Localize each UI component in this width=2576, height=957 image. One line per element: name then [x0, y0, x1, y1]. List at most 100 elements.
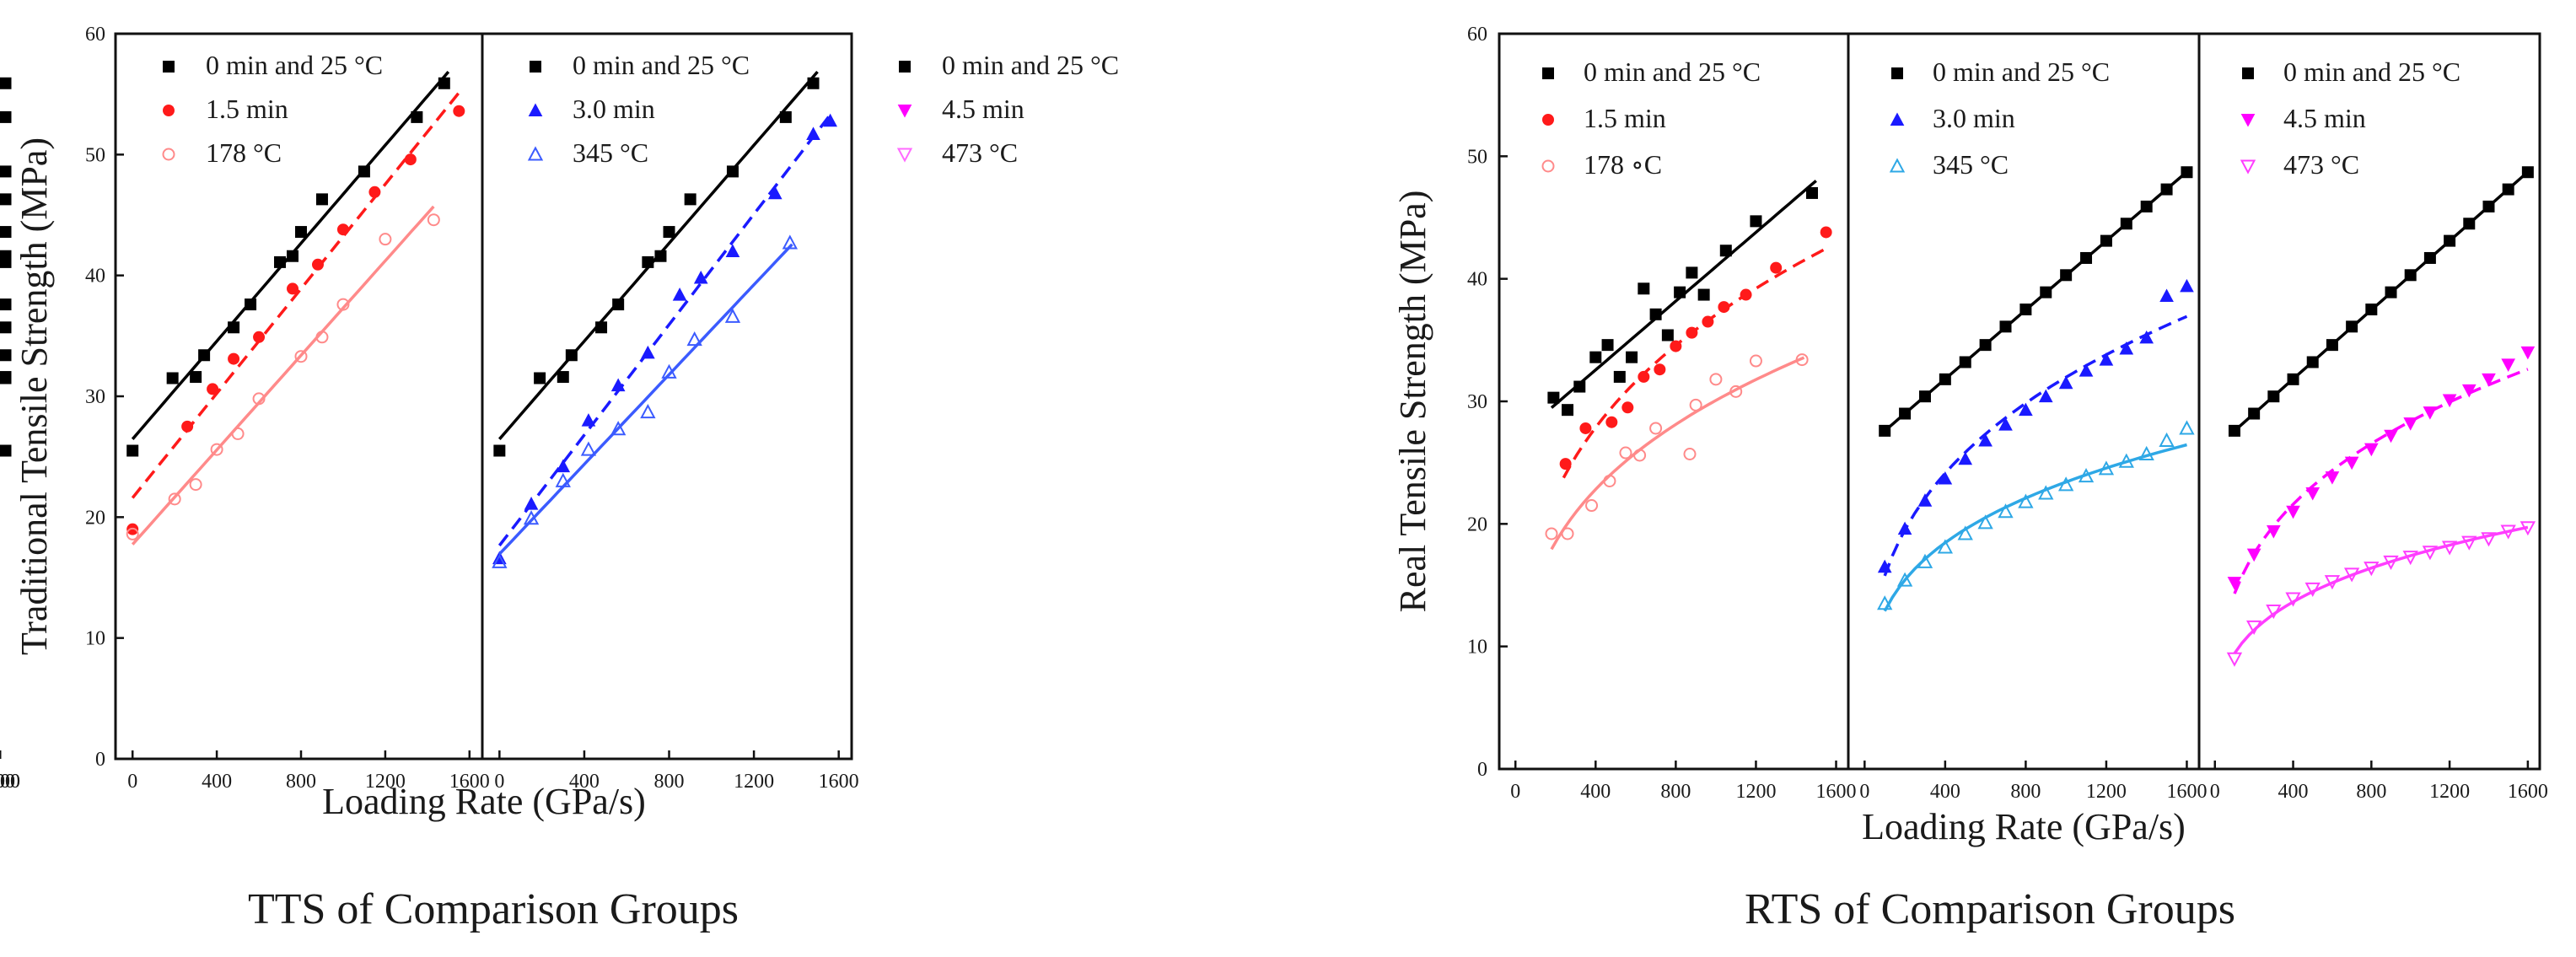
- x-tick-label: 400: [569, 771, 600, 793]
- data-point: [641, 345, 655, 359]
- fit-line: [497, 110, 834, 547]
- data-point: [1638, 282, 1650, 295]
- data-point: [610, 378, 626, 392]
- data-point: [527, 146, 544, 161]
- data-point: [1899, 407, 1912, 420]
- x-tick-label: 1200: [0, 771, 20, 793]
- data-point: [580, 441, 597, 456]
- data-point: [1889, 158, 1906, 173]
- x-tick-label: 800: [286, 771, 316, 793]
- series: [2228, 166, 2534, 437]
- data-point: [1573, 380, 1586, 393]
- data-point: [1542, 114, 1554, 126]
- data-point: [1978, 433, 1993, 447]
- y-tick-label: 30: [85, 386, 105, 408]
- data-point: [523, 510, 540, 525]
- y-tick-label: 10: [85, 628, 105, 650]
- data-point: [782, 234, 799, 250]
- data-point: [190, 371, 202, 384]
- data-point: [672, 288, 687, 301]
- data-point: [2343, 567, 2360, 583]
- data-point: [287, 282, 299, 295]
- x-tick-label: 0: [0, 771, 5, 793]
- data-point: [1686, 326, 1698, 339]
- data-point: [1686, 266, 1698, 279]
- series: [126, 91, 465, 535]
- data-point: [2326, 339, 2338, 352]
- x-tick-label: 1200: [734, 771, 774, 793]
- data-point: [1897, 521, 1912, 535]
- x-tick-label: 1200: [2429, 781, 2470, 803]
- data-point: [2138, 445, 2154, 460]
- data-point: [1683, 447, 1697, 460]
- data-point: [2422, 546, 2439, 561]
- data-point: [1896, 572, 1913, 587]
- data-point: [1601, 339, 1614, 352]
- x-tick-label: 0: [2210, 781, 2220, 803]
- data-point: [1891, 67, 1903, 79]
- x-tick-label: 0: [494, 771, 504, 793]
- data-point: [0, 444, 12, 457]
- data-point: [823, 113, 837, 127]
- data-point: [336, 298, 350, 311]
- data-point: [245, 298, 257, 311]
- data-point: [1999, 320, 2012, 333]
- data-point: [492, 553, 508, 568]
- data-point: [654, 250, 667, 262]
- data-point: [2181, 166, 2193, 179]
- data-point: [379, 233, 392, 246]
- data-point: [642, 255, 654, 268]
- data-point: [253, 331, 266, 343]
- data-point: [610, 421, 627, 436]
- data-point: [0, 349, 12, 362]
- data-point: [311, 258, 324, 271]
- data-point: [2404, 269, 2417, 282]
- data-point: [897, 105, 912, 118]
- data-point: [210, 443, 223, 456]
- data-point: [2520, 346, 2536, 360]
- x-tick-label: 400: [2278, 781, 2309, 803]
- y-tick-label: 50: [1467, 146, 1487, 168]
- data-point: [1795, 353, 1809, 367]
- data-point: [1547, 391, 1560, 404]
- data-point: [2442, 394, 2457, 408]
- data-point: [556, 459, 571, 473]
- panel-2: 0 400 800 1200 1600 0 min and 25 °C 3.0 min 345…: [492, 50, 859, 793]
- y-tick-label: 50: [85, 144, 105, 166]
- data-point: [1561, 527, 1574, 540]
- data-point: [2267, 525, 2281, 539]
- legend-label: 178 ∘C: [1584, 149, 1662, 180]
- data-point: [126, 527, 139, 540]
- data-point: [2306, 356, 2319, 368]
- x-tick-label: 1200: [2086, 781, 2127, 803]
- data-point: [2019, 304, 2032, 315]
- series: [1877, 278, 2194, 577]
- data-point: [1740, 288, 1752, 301]
- data-point: [806, 126, 820, 140]
- series: [126, 205, 440, 546]
- data-point: [274, 255, 287, 268]
- data-point: [2423, 406, 2438, 420]
- data-point: [2078, 468, 2095, 483]
- fit-line: [498, 243, 793, 556]
- data-point: [358, 165, 370, 178]
- x-tick-label: 400: [1930, 781, 1960, 803]
- data-point: [0, 371, 12, 384]
- panel-3: 0 400 800 1200 1600 0 min and 25 °C 4.5 min 473…: [2210, 56, 2548, 803]
- data-point: [163, 61, 175, 73]
- data-point: [2080, 251, 2093, 264]
- panel-1: 0 400 800 1200 1600 0 min and 25 °C 1.5 min 178…: [126, 50, 490, 793]
- data-point: [189, 478, 202, 492]
- data-point: [294, 226, 307, 239]
- data-point: [1939, 373, 1951, 385]
- y-tick-label: 0: [95, 749, 105, 771]
- data-point: [612, 298, 625, 311]
- fit-line: [131, 205, 435, 546]
- legend-label: 3.0 min: [1933, 103, 2015, 133]
- data-point: [2324, 575, 2341, 590]
- data-point: [1958, 451, 1973, 465]
- data-point: [2286, 505, 2300, 519]
- legend-label: 473 °C: [2283, 149, 2359, 180]
- data-point: [1879, 424, 1891, 437]
